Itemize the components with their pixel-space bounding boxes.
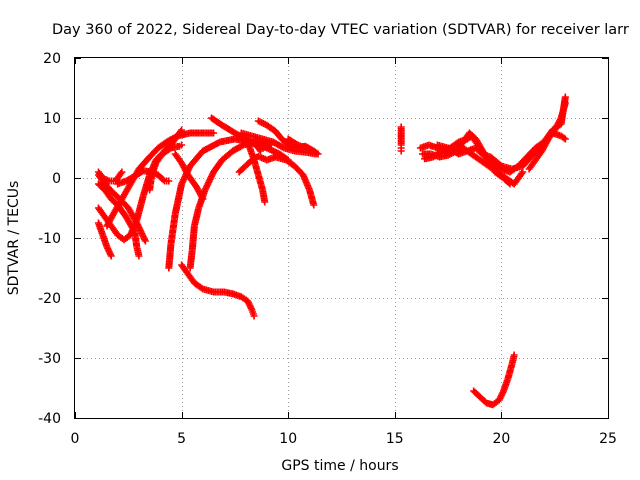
data-point-fill [313, 149, 321, 157]
data-point-fill [159, 176, 167, 184]
data-point [561, 93, 569, 101]
y-tick-label: 20 [43, 51, 61, 67]
grid [75, 58, 608, 418]
data-point [314, 150, 322, 158]
data-point [118, 168, 126, 176]
x-tick-label: 0 [71, 431, 80, 447]
data-point-fill [117, 170, 125, 177]
x-tick-label: 15 [386, 431, 404, 447]
data-point [178, 141, 186, 149]
y-tick-label: -30 [38, 351, 61, 367]
data-point-fill [255, 146, 263, 153]
plot-frame [74, 57, 609, 419]
x-axis-label: GPS time / hours [281, 458, 398, 474]
data-point [141, 237, 149, 245]
data-point [107, 252, 115, 260]
data-point-fill [130, 227, 138, 234]
data-point [261, 198, 269, 206]
y-tick-label: -40 [38, 411, 61, 427]
axis-ticks: 0 5 10 15 20 25 -40 -30 -20 -10 0 10 20 [38, 51, 617, 447]
data-point [301, 144, 309, 152]
y-axis-label: SDTVAR / TECUs [6, 181, 22, 296]
x-tick-label: 25 [599, 431, 617, 447]
data-point-fill [505, 179, 513, 187]
data-point [510, 351, 518, 359]
y-tick-label: -20 [38, 291, 61, 307]
data-point [165, 177, 173, 185]
data-point [135, 252, 143, 260]
y-tick-label: -10 [38, 231, 61, 247]
data-point-fill [278, 143, 286, 151]
x-tick-label: 20 [492, 431, 510, 447]
data-point-fill [197, 284, 205, 292]
data-point-fill [518, 170, 526, 177]
data-point [519, 168, 527, 176]
data-point [561, 135, 569, 143]
data-point-fill [560, 134, 568, 142]
data-point [210, 129, 218, 137]
data-point [310, 201, 318, 209]
y-tick-label: 10 [43, 111, 61, 127]
x-tick-label: 5 [177, 431, 186, 447]
data-point [397, 147, 405, 155]
x-tick-label: 10 [279, 431, 297, 447]
y-tick-label: 0 [52, 171, 61, 187]
data-point [256, 147, 264, 155]
data-point [561, 99, 569, 107]
data-point [506, 180, 514, 188]
chart-title: Day 360 of 2022, Sidereal Day-to-day VTE… [52, 22, 629, 38]
data-points [94, 93, 569, 409]
data-point [250, 312, 258, 320]
data-point-fill [238, 142, 246, 150]
